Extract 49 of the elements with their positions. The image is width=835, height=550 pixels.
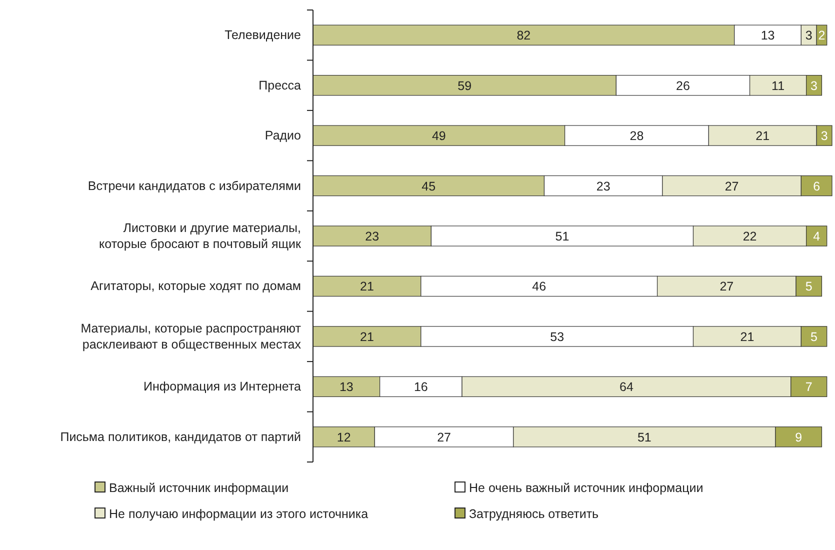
data-label: 27	[437, 430, 452, 444]
y-tick-label: Пресса	[258, 78, 302, 92]
data-label: 5	[805, 280, 812, 294]
data-label: 64	[620, 380, 634, 394]
data-label: 22	[742, 230, 757, 244]
data-label: 13	[339, 380, 354, 394]
data-label: 5	[810, 330, 818, 344]
data-label: 11	[772, 78, 785, 93]
data-label: 2	[818, 28, 826, 43]
y-tick-label: Материалы, которые распространяют расклеивают в общественных местах	[80, 321, 302, 352]
data-label: 13	[760, 28, 775, 43]
data-label: 27	[724, 179, 739, 194]
data-label: 45	[422, 179, 436, 194]
data-label: 23	[365, 230, 380, 244]
data-label: 12	[336, 430, 351, 444]
data-label: 16	[414, 380, 428, 394]
data-label: 21	[740, 330, 754, 344]
legend-label: Не получаю информации из этого источника	[109, 507, 368, 521]
data-label: 51	[637, 430, 652, 444]
data-label: 6	[813, 179, 820, 194]
data-label: 23	[596, 179, 610, 194]
data-label: 21	[360, 280, 374, 294]
data-label: 21	[360, 330, 374, 344]
data-label: 3	[810, 78, 818, 93]
data-label: 27	[720, 280, 734, 294]
y-tick-label: Листовки и другие материалы, которые бросают в почтовый ящик	[99, 221, 302, 251]
text: Не очень важный источник информации	[469, 481, 704, 495]
data-label: 4	[813, 230, 820, 244]
y-tick-label: Встречи кандидатов с избирателями	[88, 178, 302, 193]
legend-label: Затрудняюсь ответить	[469, 507, 599, 521]
y-tick-label: Информация из Интернета	[143, 380, 302, 394]
data-label: 7	[805, 380, 812, 394]
y-tick-label: Телевидение	[224, 28, 302, 42]
data-label: 51	[555, 230, 570, 244]
data-label: 3	[820, 129, 828, 144]
data-label: 82	[516, 28, 531, 43]
data-label: 46	[532, 280, 546, 294]
y-tick-label: Радио	[264, 128, 302, 143]
data-label: 59	[458, 78, 472, 93]
data-label: 49	[432, 129, 446, 144]
data-label: 3	[805, 28, 812, 43]
legend-label: Важный источник информации	[109, 481, 289, 495]
data-label: 9	[795, 430, 802, 444]
data-label: 21	[756, 129, 770, 144]
data-label: 26	[676, 78, 690, 93]
data-label: 53	[550, 330, 564, 344]
y-tick-label: Агитаторы, которые ходят по домам	[90, 279, 301, 294]
y-tick-label: Письма политиков, кандидатов от партий	[60, 430, 302, 444]
data-label: 28	[630, 129, 644, 144]
